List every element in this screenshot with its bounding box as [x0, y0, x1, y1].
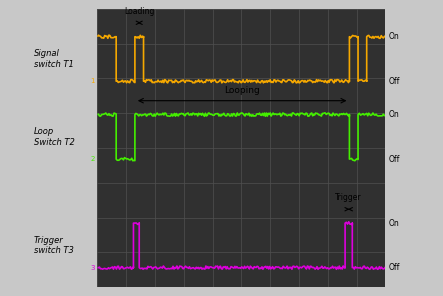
Text: Loop
Switch T2: Loop Switch T2 — [34, 127, 75, 147]
Text: 2: 2 — [90, 156, 94, 162]
Text: Off: Off — [389, 263, 400, 272]
Text: Trigger
switch T3: Trigger switch T3 — [34, 236, 74, 255]
Text: On: On — [389, 32, 400, 41]
Text: On: On — [389, 110, 400, 119]
Text: Looping: Looping — [224, 86, 260, 95]
Text: Off: Off — [389, 155, 400, 164]
Text: Off: Off — [389, 77, 400, 86]
Text: 1: 1 — [90, 78, 94, 84]
Text: 3: 3 — [90, 265, 94, 271]
Text: Loading: Loading — [124, 7, 155, 16]
Text: Trigger: Trigger — [335, 193, 362, 202]
Text: On: On — [389, 219, 400, 228]
Text: Signal
switch T1: Signal switch T1 — [34, 49, 74, 69]
